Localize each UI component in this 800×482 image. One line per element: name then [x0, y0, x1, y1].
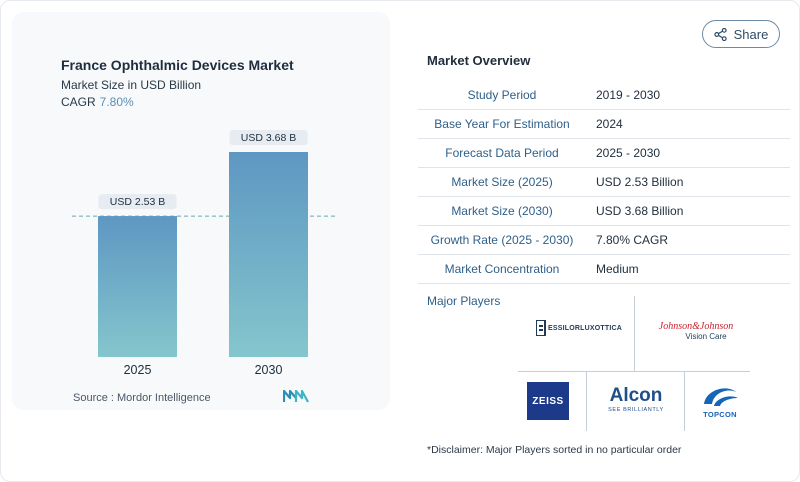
chart-card — [12, 12, 390, 410]
market-overview-table: Study Period 2019 - 2030 Base Year For Est… — [418, 81, 790, 284]
divider — [518, 371, 750, 372]
overview-row-value: USD 2.53 Billion — [596, 175, 684, 189]
zeiss-logo: ZEISS — [518, 378, 578, 424]
major-players-title: Major Players — [427, 294, 501, 308]
major-players-grid: ESSILORLUXOTTICA Johnson&Johnson Vision … — [418, 296, 790, 431]
bar-2030 — [229, 152, 308, 357]
cagr-label: CAGR — [61, 95, 96, 109]
x-tick-label: 2025 — [124, 363, 152, 377]
data-label: USD 3.68 B — [241, 132, 296, 144]
overview-row: Forecast Data Period 2025 - 2030 — [418, 139, 790, 168]
overview-row: Study Period 2019 - 2030 — [418, 81, 790, 110]
alcon-logo: Alcon SEE BRILLIANTLY — [608, 385, 664, 413]
mordor-intelligence-logo — [283, 389, 309, 403]
divider — [684, 371, 685, 431]
overview-row: Market Concentration Medium — [418, 255, 790, 284]
data-label-bg — [229, 130, 308, 145]
divider — [586, 371, 587, 431]
data-label-bg — [98, 194, 177, 210]
topcon-mark-icon — [704, 387, 738, 406]
johnson-johnson-vision-logo: Johnson&Johnson Vision Care — [658, 321, 734, 341]
overview-row-value: Medium — [596, 262, 639, 276]
market-overview-title: Market Overview — [427, 53, 531, 68]
data-label: USD 2.53 B — [110, 196, 165, 208]
overview-row-value: 2019 - 2030 — [596, 88, 661, 102]
share-icon — [713, 27, 727, 41]
share-button[interactable]: Share — [702, 20, 780, 48]
divider — [634, 356, 635, 371]
overview-row-label: Market Size (2030) — [451, 204, 553, 218]
topcon-logo: TOPCON — [690, 376, 750, 426]
essilorluxottica-logo: ESSILORLUXOTTICA — [536, 316, 622, 340]
essilor-mark-icon — [536, 320, 546, 336]
overview-row-value: 7.80% CAGR — [596, 233, 669, 247]
bar-chart: USD 2.53 B 2025 USD 3.68 B 2030 — [72, 130, 338, 377]
x-tick-label: 2030 — [255, 363, 283, 377]
source-text: Source : Mordor Intelligence — [73, 392, 211, 404]
cagr-value: 7.80% — [99, 95, 134, 109]
overview-row-value: 2025 - 2030 — [596, 146, 661, 160]
chart-subtitle: Market Size in USD Billion — [61, 78, 202, 92]
overview-row: Market Size (2025) USD 2.53 Billion — [418, 168, 790, 197]
overview-row: Market Size (2030) USD 3.68 Billion — [418, 197, 790, 226]
overview-row-label: Market Concentration — [444, 262, 560, 276]
overview-row-value: USD 3.68 Billion — [596, 204, 684, 218]
bar-2025 — [98, 216, 177, 357]
overview-row-label: Study Period — [467, 88, 537, 102]
overview-row-value: 2024 — [596, 117, 623, 131]
chart-cagr: CAGR 7.80% — [61, 95, 134, 109]
overview-row-label: Growth Rate (2025 - 2030) — [430, 233, 574, 247]
overview-row: Growth Rate (2025 - 2030) 7.80% CAGR — [418, 226, 790, 255]
chart-title: France Ophthalmic Devices Market — [61, 57, 294, 73]
zeiss-badge: ZEISS — [527, 382, 569, 420]
overview-row-label: Forecast Data Period — [445, 146, 559, 160]
divider — [634, 296, 635, 356]
disclaimer: *Disclaimer: Major Players sorted in no … — [427, 444, 682, 456]
overview-row-label: Market Size (2025) — [451, 175, 553, 189]
overview-row-label: Base Year For Estimation — [434, 117, 570, 131]
share-label: Share — [733, 26, 769, 42]
overview-row: Base Year For Estimation 2024 — [418, 110, 790, 139]
